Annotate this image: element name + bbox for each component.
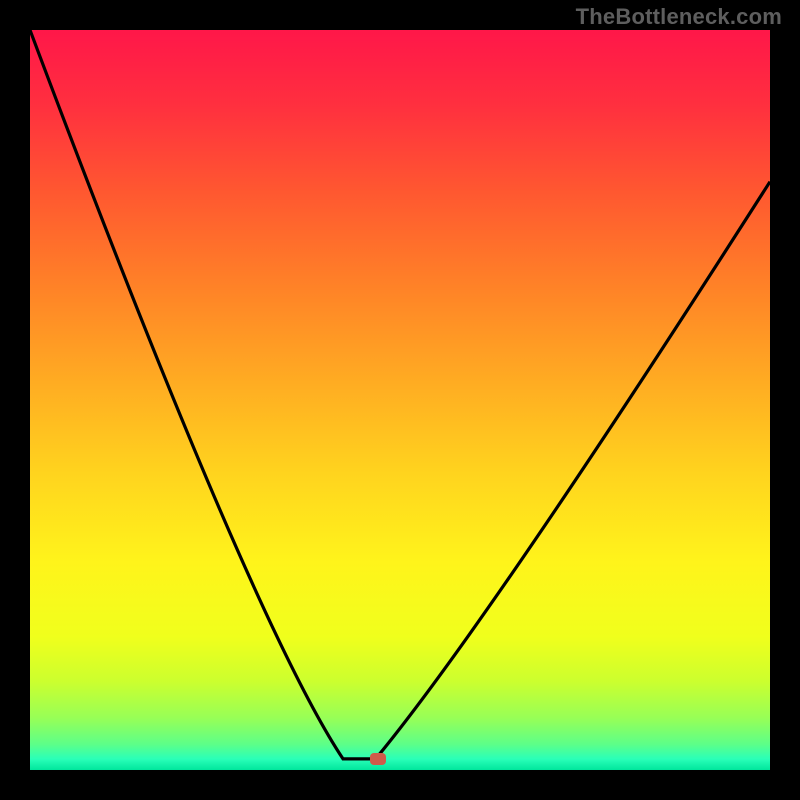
chart-container: TheBottleneck.com <box>0 0 800 800</box>
curve-svg <box>30 30 770 770</box>
bottleneck-curve <box>30 30 770 759</box>
min-point-dot <box>370 753 386 765</box>
watermark-text: TheBottleneck.com <box>576 4 782 30</box>
plot-area <box>30 30 770 770</box>
